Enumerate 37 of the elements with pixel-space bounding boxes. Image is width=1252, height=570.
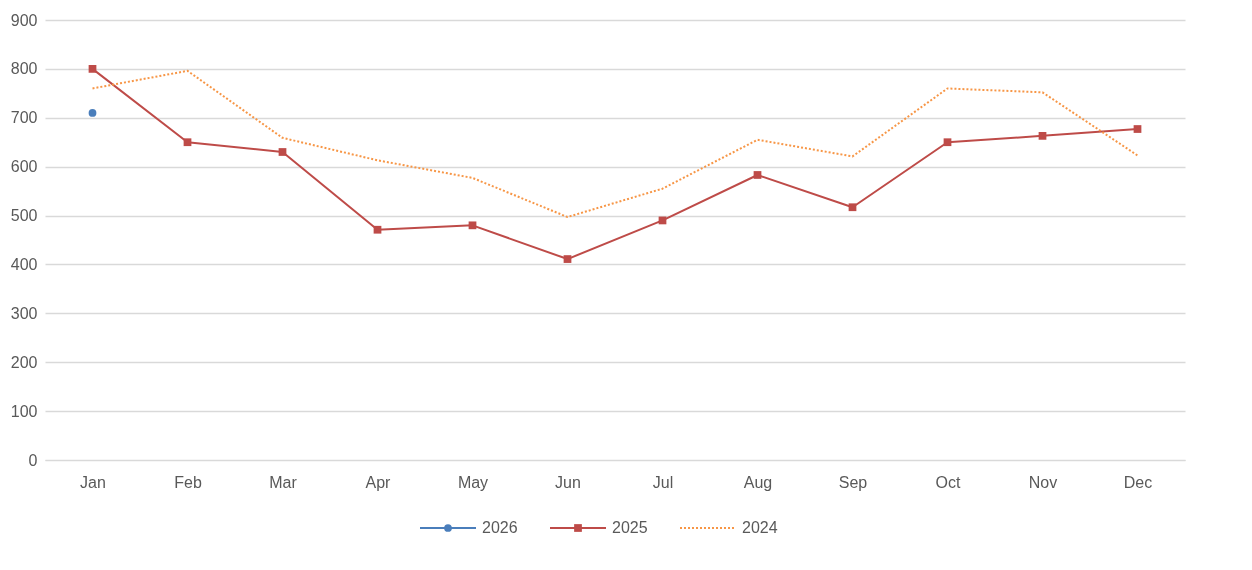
line-series [91,69,1139,219]
y-tick-label: 100 [10,402,38,420]
point [183,138,192,147]
x-tick-label: Jun [555,473,581,491]
x-tick-label: Feb [174,473,202,491]
legend-label: 2026 [482,519,518,536]
y-tick-label: 700 [10,109,38,127]
y-tick-label: 0 [28,451,38,469]
point [88,65,97,73]
y-tick-label: 300 [10,304,38,322]
y-tick-label: 400 [10,255,38,273]
point [468,221,477,230]
y-tick-label: 500 [10,207,38,225]
x-tick-label: May [457,473,489,491]
x-tick-label: Mar [269,473,298,491]
point [563,255,572,263]
point [753,171,762,179]
y-tick-label: 200 [10,353,38,371]
legend-label: 2024 [742,519,778,536]
x-tick-label: Dec [1123,473,1153,491]
point [943,138,952,147]
x-tick-label: Jan [80,473,106,491]
x-tick-label: Sep [838,473,868,491]
legend-label: 2025 [612,519,648,536]
y-tick-label: 800 [10,60,38,78]
point [373,225,382,234]
point [848,203,857,212]
x-tick-label: Aug [743,473,773,491]
point [1133,125,1142,133]
y-tick-label: 900 [10,11,38,29]
x-tick-label: Nov [1028,473,1058,491]
point [278,148,287,156]
y-tick-label: 600 [10,158,38,176]
point [1038,131,1047,140]
x-tick-label: Apr [365,473,392,491]
x-tick-label: Oct [935,473,961,491]
x-tick-label: Jul [652,473,674,491]
